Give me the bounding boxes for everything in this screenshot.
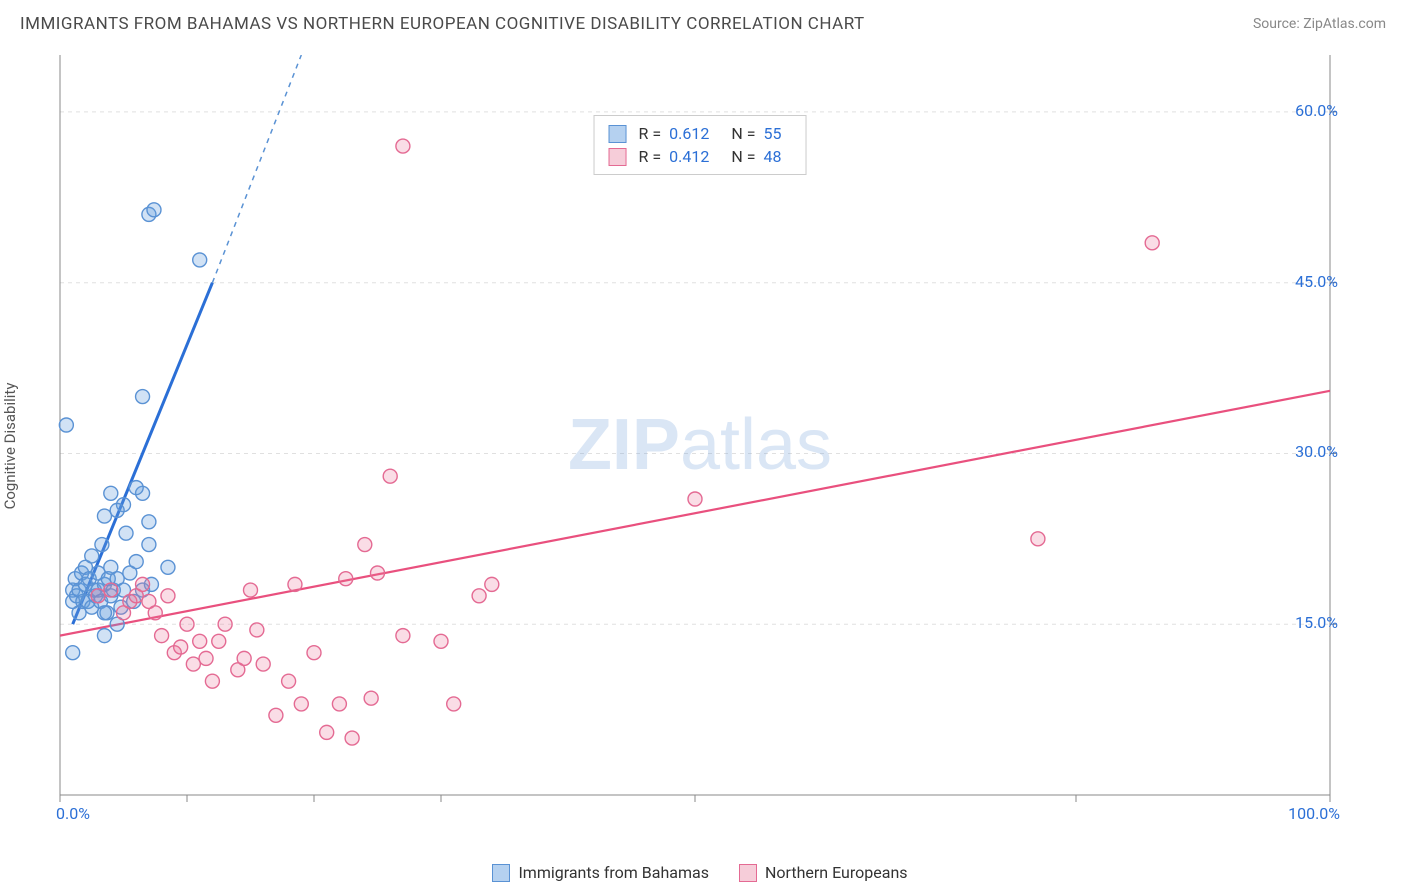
y-tick-label: 15.0%	[1295, 613, 1338, 632]
legend-item-1: Northern Europeans	[739, 863, 908, 882]
legend-bottom-label-0: Immigrants from Bahamas	[518, 863, 709, 882]
legend-stats-row-1: R = 0.412 N = 48	[609, 145, 792, 168]
r-value-1: 0.412	[669, 147, 709, 166]
legend-bottom-swatch-0	[492, 864, 510, 882]
legend-bottom: Immigrants from Bahamas Northern Europea…	[50, 863, 1350, 882]
chart-title: IMMIGRANTS FROM BAHAMAS VS NORTHERN EURO…	[20, 14, 865, 34]
legend-swatch-1	[609, 148, 627, 166]
chart-container: ZIPatlas R = 0.612 N = 55 R = 0.412 N = …	[50, 55, 1350, 835]
legend-stats: R = 0.612 N = 55 R = 0.412 N = 48	[594, 115, 807, 175]
n-value-0: 55	[763, 124, 781, 143]
n-value-1: 48	[763, 147, 781, 166]
x-max-label: 100.0%	[1288, 804, 1340, 823]
n-label-1: N =	[731, 147, 755, 166]
y-tick-label: 45.0%	[1295, 272, 1338, 291]
x-min-label: 0.0%	[56, 804, 90, 823]
legend-bottom-label-1: Northern Europeans	[765, 863, 908, 882]
r-label-1: R =	[639, 147, 662, 166]
r-label-0: R =	[639, 124, 662, 143]
source-label: Source: ZipAtlas.com	[1253, 16, 1386, 32]
n-label-0: N =	[731, 124, 755, 143]
header: IMMIGRANTS FROM BAHAMAS VS NORTHERN EURO…	[0, 0, 1406, 48]
y-tick-label: 60.0%	[1295, 101, 1338, 120]
y-axis-label: Cognitive Disability	[1, 383, 19, 510]
y-tick-label: 30.0%	[1295, 442, 1338, 461]
legend-swatch-0	[609, 125, 627, 143]
legend-item-0: Immigrants from Bahamas	[492, 863, 709, 882]
r-value-0: 0.612	[669, 124, 709, 143]
legend-stats-row-0: R = 0.612 N = 55	[609, 122, 792, 145]
legend-bottom-swatch-1	[739, 864, 757, 882]
